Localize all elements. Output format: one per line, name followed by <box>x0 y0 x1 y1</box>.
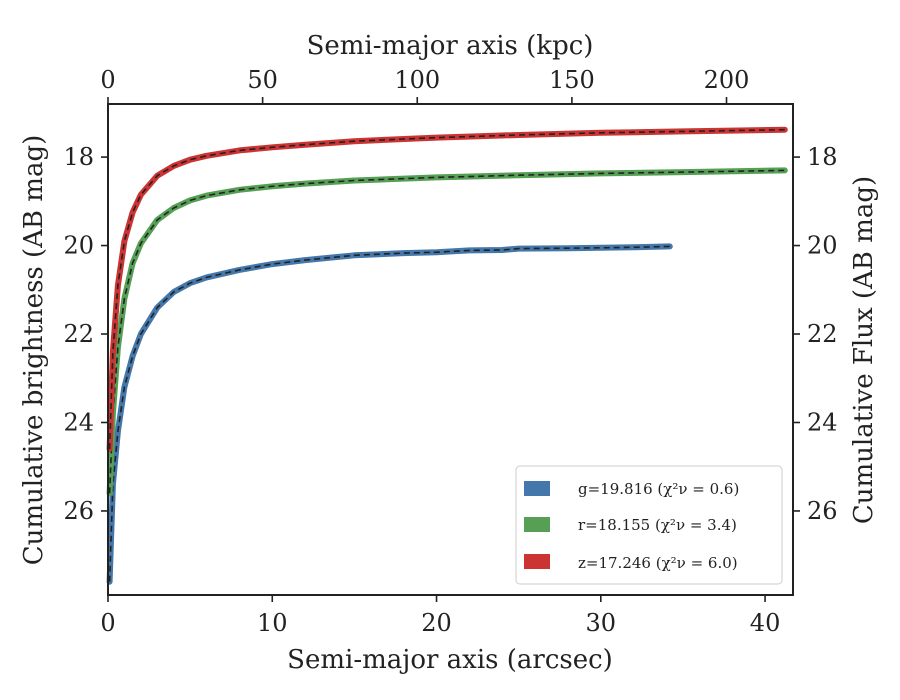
x-axis-label: Semi-major axis (arcsec) <box>287 645 613 675</box>
top-x-tick-label: 200 <box>704 66 750 94</box>
right-y-tick-label: 22 <box>807 320 838 348</box>
series-fit-line-0 <box>108 245 670 582</box>
ticks-layer: 0 10 20 30 40 0 50 100 150 200 18 18 20 20 22 22 24 24 26 2… <box>63 66 837 637</box>
y-tick-label: 18 <box>63 143 94 171</box>
legend-label-g: g=19.816 (χ²ν = 0.6) <box>578 480 739 498</box>
legend: g=19.816 (χ²ν = 0.6) r=18.155 (χ²ν = 3.4… <box>515 465 783 585</box>
right-y-tick-label: 26 <box>807 497 838 525</box>
right-y-axis-label: Cumulative Flux (AB mag) <box>849 176 879 524</box>
x-tick-label: 0 <box>100 609 115 637</box>
right-y-tick-label: 24 <box>807 408 838 436</box>
curves-layer <box>106 126 788 585</box>
legend-swatch-g <box>524 481 550 496</box>
y-tick-label: 24 <box>63 408 94 436</box>
plot-frame <box>107 103 794 596</box>
top-x-tick-label: 0 <box>100 66 115 94</box>
top-x-axis-label: Semi-major axis (kpc) <box>307 31 594 61</box>
legend-swatch-z <box>524 554 550 569</box>
axes-layer <box>107 103 794 596</box>
series-line-1 <box>106 167 788 497</box>
x-tick-label: 10 <box>257 609 288 637</box>
legend-label-z: z=17.246 (χ²ν = 6.0) <box>578 554 738 572</box>
legend-label-r: r=18.155 (χ²ν = 3.4) <box>578 516 737 534</box>
x-tick-label: 30 <box>586 609 617 637</box>
top-x-tick-label: 100 <box>394 66 440 94</box>
y-tick-label: 20 <box>63 232 94 260</box>
top-x-tick-label: 150 <box>549 66 595 94</box>
x-tick-label: 20 <box>421 609 452 637</box>
x-tick-label: 40 <box>750 609 781 637</box>
y-axis-label: Cumulative brightness (AB mag) <box>19 135 49 566</box>
right-y-tick-label: 18 <box>807 143 838 171</box>
series-fit-line-1 <box>108 169 785 494</box>
series-line-2 <box>106 126 788 452</box>
legend-box <box>515 465 783 585</box>
right-y-tick-label: 20 <box>807 232 838 260</box>
y-tick-label: 22 <box>63 320 94 348</box>
y-tick-label: 26 <box>63 497 94 525</box>
top-x-tick-label: 50 <box>247 66 278 94</box>
legend-swatch-r <box>524 517 550 532</box>
